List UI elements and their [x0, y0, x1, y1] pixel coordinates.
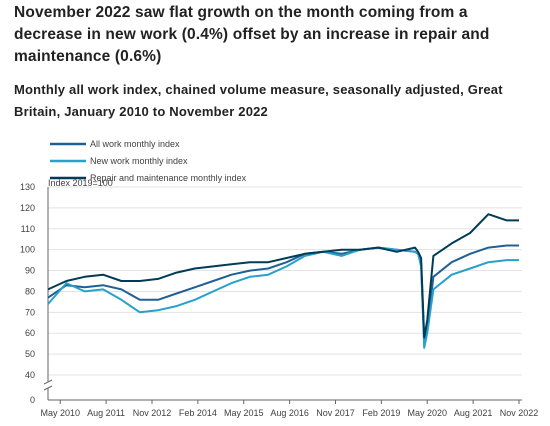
chart-axes: Index 2019=100 0 40 50 60 70 80 90 100 110 120 130 M… [20, 178, 538, 418]
x-tick-label: Nov 2022 [500, 408, 539, 418]
series-line-repair-and-maintenance-monthly-index [47, 213, 519, 339]
y-tick-label-0: 0 [30, 395, 35, 405]
x-tick-label: Nov 2012 [133, 408, 172, 418]
chart-legend: All work monthly index New work monthly i… [50, 139, 247, 183]
axis-break-mark [43, 379, 53, 385]
axis-break-mark [43, 385, 53, 391]
y-tick-label-130: 130 [20, 182, 35, 192]
y-tick-label-70: 70 [25, 307, 35, 317]
x-tick-label: Aug 2011 [87, 408, 125, 418]
y-tick-label-60: 60 [25, 328, 35, 338]
legend-label-new-work-monthly-index: New work monthly index [90, 156, 188, 166]
x-tick-label: May 2015 [224, 408, 264, 418]
x-tick-label: May 2010 [40, 408, 80, 418]
x-tick-label: Nov 2017 [316, 408, 355, 418]
x-tick-label: Aug 2016 [270, 408, 309, 418]
chart-subtitle: Monthly all work index, chained volume m… [14, 82, 503, 119]
chart-series [47, 213, 519, 349]
y-tick-label-100: 100 [20, 245, 35, 255]
legend-label-repair-and-maintenance-monthly-index: Repair and maintenance monthly index [90, 173, 247, 183]
legend-label-all-work-monthly-index: All work monthly index [90, 139, 180, 149]
x-tick-label: Aug 2021 [454, 408, 493, 418]
chart-title: November 2022 saw flat growth on the mon… [14, 4, 490, 65]
y-tick-label-120: 120 [20, 203, 35, 213]
y-tick-label-110: 110 [21, 224, 35, 234]
series-line-all-work-monthly-index [47, 244, 519, 343]
y-tick-label-90: 90 [25, 266, 35, 276]
y-axis-label: Index 2019=100 [48, 178, 113, 188]
x-tick-label: Feb 2019 [362, 408, 400, 418]
y-tick-label-80: 80 [25, 286, 35, 296]
y-tick-label-50: 50 [25, 349, 35, 359]
y-tick-label-40: 40 [25, 370, 35, 380]
x-tick-label: Feb 2014 [179, 408, 217, 418]
x-tick-label: May 2020 [407, 408, 447, 418]
